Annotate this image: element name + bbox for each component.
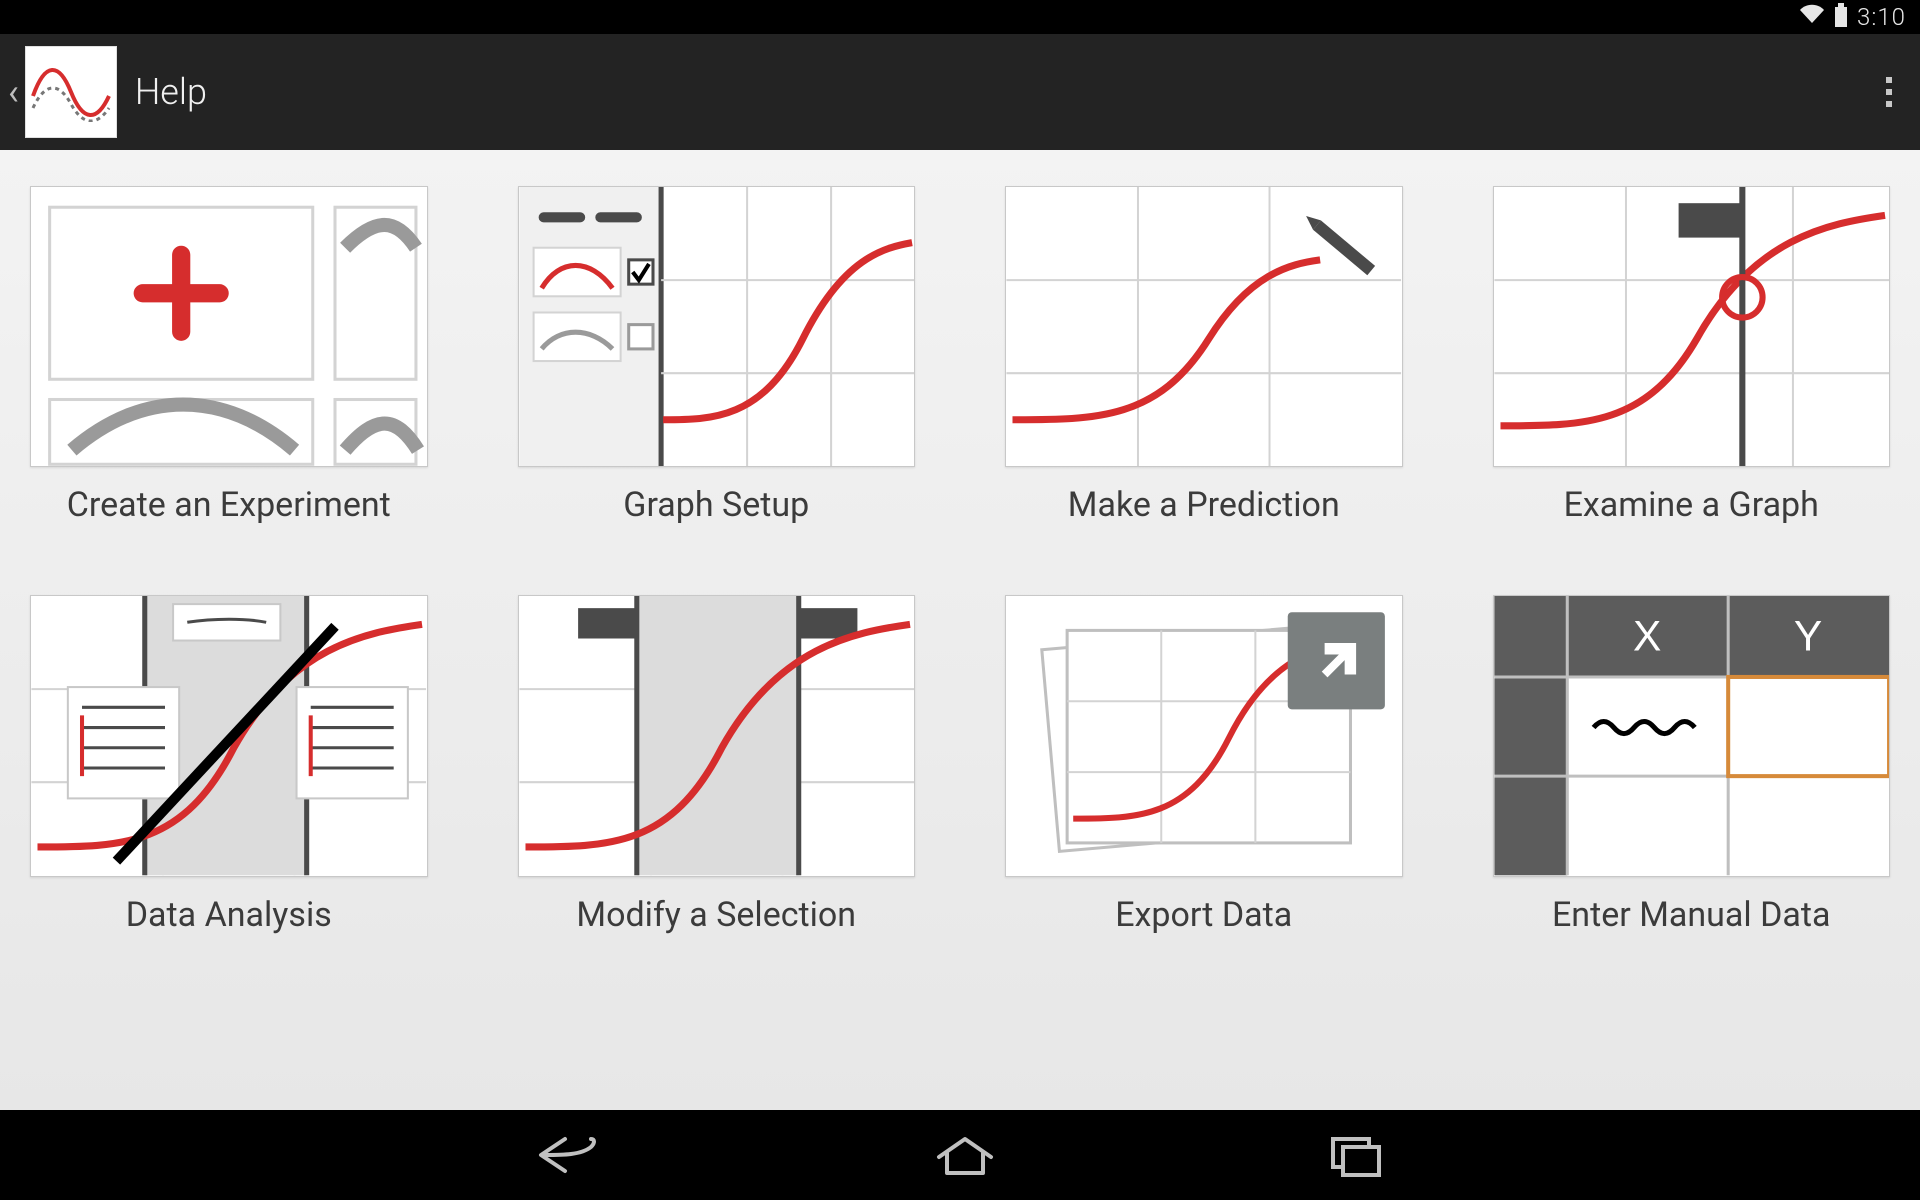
battery-icon bbox=[1835, 7, 1847, 27]
thumb-examine-graph bbox=[1493, 186, 1891, 467]
back-icon[interactable]: ‹ bbox=[8, 71, 25, 113]
card-export-data[interactable]: Export Data bbox=[1005, 595, 1403, 934]
overflow-menu-button[interactable] bbox=[1876, 67, 1902, 117]
caption-graph-setup: Graph Setup bbox=[518, 485, 916, 525]
table-header-y: Y bbox=[1793, 614, 1821, 661]
caption-export-data: Export Data bbox=[1005, 895, 1403, 935]
nav-bar bbox=[0, 1110, 1920, 1200]
thumb-graph-setup bbox=[518, 186, 916, 467]
caption-enter-manual-data: Enter Manual Data bbox=[1493, 895, 1891, 935]
action-bar: ‹ Help bbox=[0, 34, 1920, 150]
help-content: Create an Experiment bbox=[0, 150, 1920, 1110]
thumb-make-prediction bbox=[1005, 186, 1403, 467]
table-header-x: X bbox=[1633, 614, 1661, 661]
thumb-modify-selection bbox=[518, 595, 916, 876]
wifi-icon bbox=[1799, 4, 1825, 30]
nav-recents-button[interactable] bbox=[1307, 1123, 1407, 1187]
caption-data-analysis: Data Analysis bbox=[30, 895, 428, 935]
card-data-analysis[interactable]: Data Analysis bbox=[30, 595, 428, 934]
page-title: Help bbox=[135, 71, 207, 113]
card-enter-manual-data[interactable]: X Y Enter Manual Data bbox=[1493, 595, 1891, 934]
caption-create-experiment: Create an Experiment bbox=[30, 485, 428, 525]
card-graph-setup[interactable]: Graph Setup bbox=[518, 186, 916, 525]
nav-home-button[interactable] bbox=[913, 1123, 1017, 1187]
card-create-experiment[interactable]: Create an Experiment bbox=[30, 186, 428, 525]
caption-make-prediction: Make a Prediction bbox=[1005, 485, 1403, 525]
status-bar: 3:10 bbox=[0, 0, 1920, 34]
caption-examine-graph: Examine a Graph bbox=[1493, 485, 1891, 525]
card-make-prediction[interactable]: Make a Prediction bbox=[1005, 186, 1403, 525]
card-examine-graph[interactable]: Examine a Graph bbox=[1493, 186, 1891, 525]
caption-modify-selection: Modify a Selection bbox=[518, 895, 916, 935]
nav-back-button[interactable] bbox=[513, 1123, 623, 1187]
status-clock: 3:10 bbox=[1857, 3, 1906, 31]
thumb-create-experiment bbox=[30, 186, 428, 467]
thumb-export-data bbox=[1005, 595, 1403, 876]
help-grid: Create an Experiment bbox=[30, 186, 1890, 935]
app-icon[interactable] bbox=[25, 46, 117, 138]
card-modify-selection[interactable]: Modify a Selection bbox=[518, 595, 916, 934]
thumb-data-analysis bbox=[30, 595, 428, 876]
thumb-enter-manual-data: X Y bbox=[1493, 595, 1891, 876]
